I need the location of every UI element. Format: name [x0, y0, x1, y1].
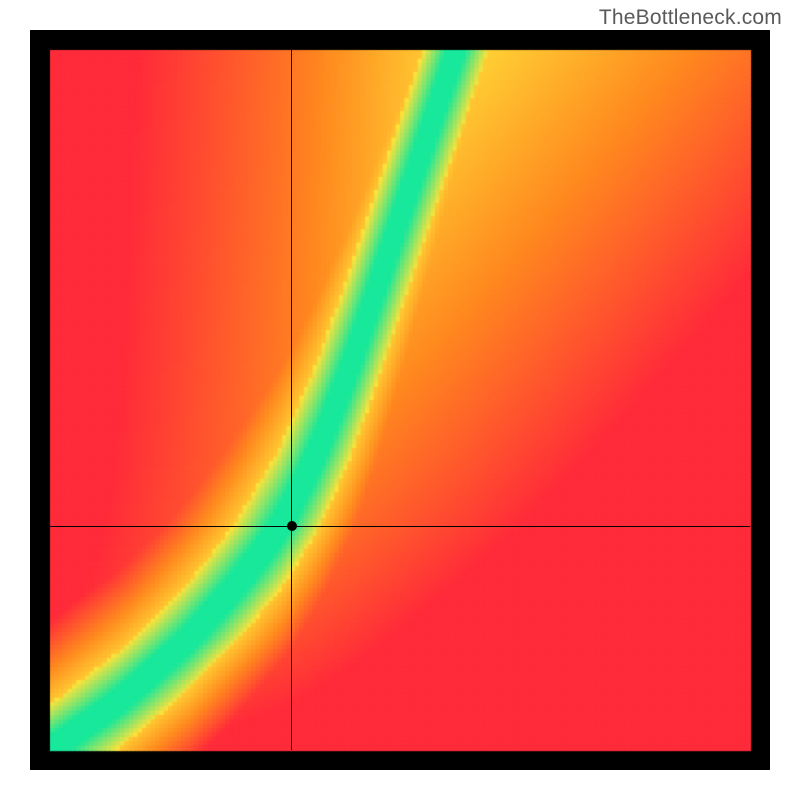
crosshair-horizontal [50, 526, 750, 527]
watermark-text: TheBottleneck.com [599, 6, 782, 30]
root-container: TheBottleneck.com [0, 0, 800, 800]
plot-frame [30, 30, 770, 770]
heatmap-canvas [30, 30, 770, 770]
crosshair-vertical [291, 50, 292, 750]
crosshair-marker [287, 521, 297, 531]
